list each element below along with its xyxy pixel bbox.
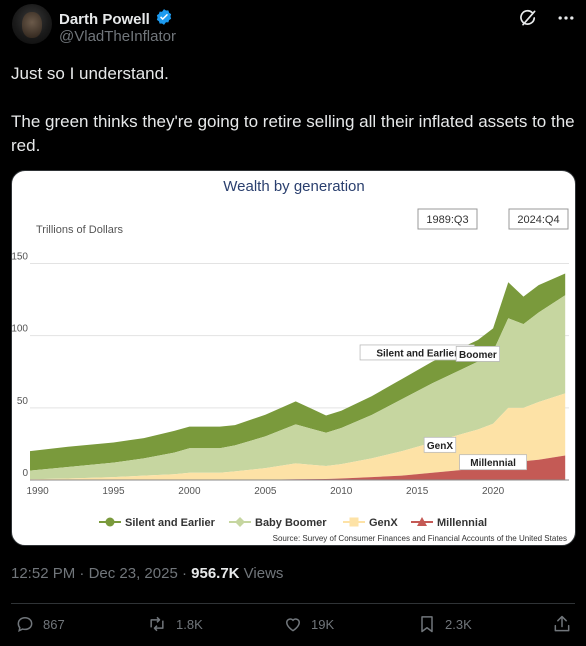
grok-icon[interactable]: [518, 8, 538, 28]
repost-icon: [150, 616, 164, 632]
baby-boomer-area: [30, 295, 566, 480]
chart-legend: Silent and Earlier Baby Boomer GenX Millenn…: [99, 517, 487, 529]
chart-annotations: Silent and Earlier Boomer GenX Millennial: [359, 344, 527, 471]
reply-count: 867: [43, 616, 65, 632]
author-handle[interactable]: @VladTheInflator: [59, 28, 176, 45]
verified-badge-icon: [155, 8, 173, 31]
post-line-2: The green thinks they're going to retire…: [11, 112, 575, 155]
post-line-1: Just so I understand.: [11, 64, 169, 83]
x-tick-label: 2020: [482, 486, 505, 497]
y-axis-label: Trillions of Dollars: [36, 224, 124, 236]
legend-label-baby-boomer: Baby Boomer: [255, 517, 327, 529]
reply-icon: [17, 616, 33, 632]
author-name[interactable]: Darth Powell: [59, 11, 150, 28]
end-date-label: 2024:Q4: [517, 214, 559, 226]
bookmark-icon: [421, 616, 433, 633]
y-tick-label: 100: [12, 324, 28, 335]
more-options-icon[interactable]: [556, 8, 576, 28]
annotation-label: GenX: [427, 441, 453, 452]
repost-count: 1.8K: [176, 616, 203, 632]
y-tick-labels: 0 50 100 150: [12, 251, 28, 479]
legend-label-silent-and-earlier: Silent and Earlier: [125, 517, 216, 529]
start-date-label: 1989:Q3: [426, 214, 468, 226]
author-row: Darth Powell: [59, 8, 173, 31]
x-tick-labels: 1990 1995 2000 2005 2010 2015 2020: [26, 486, 504, 497]
annotation-box: [459, 454, 527, 471]
post-meta: 12:52 PM · Dec 23, 2025 · 956.7K Views: [11, 565, 283, 582]
x-tick-label: 2005: [254, 486, 277, 497]
legend-marker-genx: [349, 517, 359, 527]
x-tick-label: 2010: [330, 486, 353, 497]
like-button[interactable]: 19K: [283, 614, 334, 634]
post-date[interactable]: Dec 23, 2025: [88, 565, 178, 582]
annotation-label: Boomer: [459, 350, 497, 361]
chart-title: Wealth by generation: [223, 178, 364, 195]
legend-marker-silent-and-earlier: [105, 517, 115, 527]
chart-image[interactable]: Wealth by generation Trillions of Dollar…: [11, 170, 576, 546]
views-count: 956.7K: [191, 565, 240, 582]
wealth-chart: Wealth by generation Trillions of Dollar…: [12, 178, 569, 543]
y-tick-label: 0: [22, 468, 28, 479]
share-button[interactable]: [552, 614, 572, 634]
millennial-area: [30, 455, 566, 480]
meta-separator: ·: [177, 565, 192, 582]
top-actions: [518, 8, 576, 28]
post-text: Just so I understand. The green thinks t…: [11, 62, 577, 158]
x-tick-label: 1995: [102, 486, 125, 497]
genx-area: [30, 393, 566, 480]
legend-label-millennial: Millennial: [437, 517, 487, 529]
post-time[interactable]: 12:52 PM: [11, 565, 76, 582]
action-bar: 867 1.8K 19K 2.3K: [11, 612, 575, 640]
meta-separator: ·: [75, 565, 89, 582]
views-label: Views: [239, 565, 284, 582]
heart-icon: [285, 618, 301, 632]
like-count: 19K: [311, 616, 335, 632]
x-tick-label: 2000: [178, 486, 201, 497]
bookmark-count: 2.3K: [445, 616, 472, 632]
avatar-face: [22, 12, 42, 38]
legend-marker-millennial: [417, 517, 427, 526]
chart-areas: [30, 273, 566, 480]
x-tick-label: 2015: [406, 486, 429, 497]
silent-and-earlier-area: [30, 273, 566, 471]
legend-marker-baby-boomer: [235, 517, 245, 527]
share-icon: [554, 615, 570, 632]
y-tick-label: 50: [17, 396, 29, 407]
chart-source: Source: Survey of Consumer Finances and …: [273, 534, 567, 543]
legend-label-genx: GenX: [369, 517, 398, 529]
annotation-box: [423, 436, 457, 453]
avatar[interactable]: [12, 4, 52, 44]
divider: [11, 603, 575, 604]
bookmark-button[interactable]: 2.3K: [417, 614, 472, 634]
x-tick-label: 1990: [26, 486, 49, 497]
annotation-label: Millennial: [470, 458, 516, 469]
annotation-label: Silent and Earlier: [376, 348, 458, 359]
reply-button[interactable]: 867: [15, 614, 65, 634]
start-date-box: [417, 208, 478, 230]
end-date-box: [508, 208, 569, 230]
y-tick-label: 150: [12, 251, 28, 262]
repost-button[interactable]: 1.8K: [146, 614, 203, 634]
annotation-box: [455, 345, 501, 362]
